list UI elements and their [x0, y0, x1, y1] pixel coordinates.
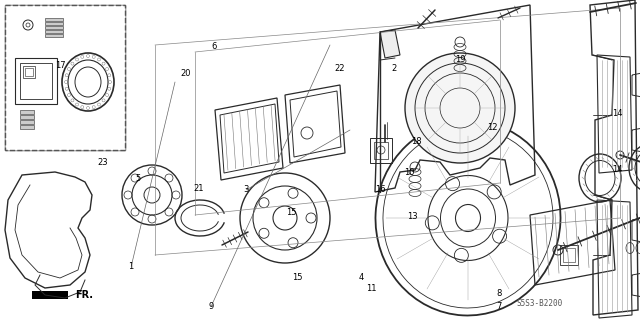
Bar — [560, 245, 578, 265]
FancyArrowPatch shape — [37, 293, 65, 297]
Text: 4: 4 — [359, 273, 364, 282]
Text: 10: 10 — [404, 168, 415, 177]
Circle shape — [405, 53, 515, 163]
Text: 22: 22 — [334, 64, 344, 73]
Text: 13: 13 — [408, 212, 418, 221]
Text: 23: 23 — [97, 158, 108, 167]
Bar — [45, 18, 63, 21]
Text: 15: 15 — [292, 273, 303, 282]
Text: 6: 6 — [212, 42, 217, 51]
Text: 5: 5 — [135, 174, 140, 183]
Bar — [374, 142, 388, 159]
Text: 7: 7 — [497, 302, 502, 311]
Bar — [45, 30, 63, 33]
Bar — [45, 22, 63, 25]
Bar — [45, 26, 63, 29]
Text: 11: 11 — [366, 284, 376, 293]
Text: S5S3-B2200: S5S3-B2200 — [517, 299, 563, 308]
Bar — [563, 248, 575, 262]
Text: 1: 1 — [129, 262, 134, 271]
Text: 14: 14 — [612, 109, 623, 118]
Bar — [45, 34, 63, 37]
Text: 16: 16 — [376, 185, 386, 194]
Bar — [23, 66, 35, 78]
Text: 17: 17 — [56, 61, 66, 70]
Text: 9: 9 — [209, 302, 214, 311]
Bar — [5, 5, 125, 150]
Bar — [20, 110, 34, 114]
Text: FR.: FR. — [75, 290, 93, 300]
Bar — [20, 63, 52, 99]
Text: 3: 3 — [244, 185, 249, 194]
Bar — [20, 120, 34, 124]
Text: 18: 18 — [411, 137, 421, 146]
Text: 12: 12 — [488, 123, 498, 132]
Text: 19: 19 — [456, 55, 466, 63]
Polygon shape — [32, 291, 68, 299]
Bar — [20, 125, 34, 129]
Text: 14: 14 — [612, 165, 623, 174]
Text: 15: 15 — [286, 208, 296, 217]
Text: 21: 21 — [193, 184, 204, 193]
Bar — [20, 115, 34, 119]
Text: 2: 2 — [391, 64, 396, 73]
Text: 20: 20 — [180, 69, 191, 78]
Bar — [370, 138, 392, 163]
Bar — [15, 58, 57, 104]
Text: 8: 8 — [497, 289, 502, 298]
Bar — [25, 68, 33, 76]
Polygon shape — [380, 30, 400, 58]
Bar — [5, 5, 125, 150]
